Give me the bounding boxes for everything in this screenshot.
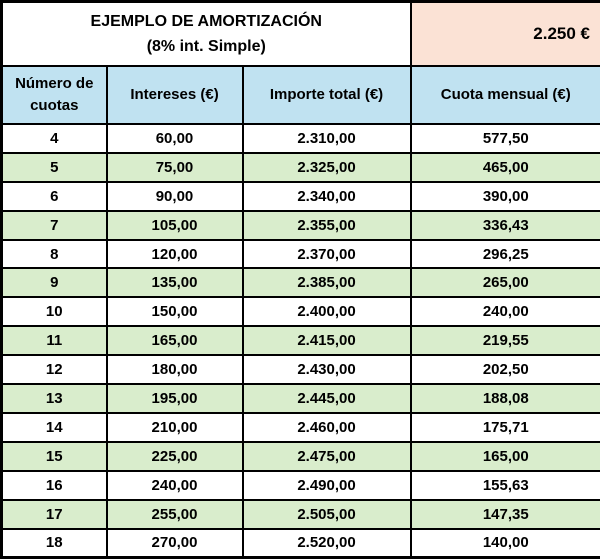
column-header-intereses: Intereses (€) [105,65,244,126]
cuotas-cell: 17 [0,498,108,530]
cuotas-cell: 13 [0,383,108,414]
cuotas-cell: 9 [0,267,108,299]
cuotas-cell: 14 [0,411,108,443]
intereses-cell: 210,00 [105,411,244,443]
table-row: 7 105,00 2.355,00 336,43 [0,209,600,241]
table-row: 6 90,00 2.340,00 390,00 [0,180,600,212]
intereses-cell: 270,00 [105,527,244,559]
cuota-mensual-cell: 336,43 [409,209,600,241]
importe-total-cell: 2.505,00 [241,498,412,530]
cuota-mensual-cell: 175,71 [409,411,600,443]
principal-amount-cell: 2.250 € [409,0,600,68]
cuotas-cell: 6 [0,180,108,212]
intereses-cell: 195,00 [105,383,244,414]
intereses-cell: 255,00 [105,498,244,530]
table-row: 18 270,00 2.520,00 140,00 [0,527,600,559]
importe-total-cell: 2.355,00 [241,209,412,241]
cuota-mensual-cell: 140,00 [409,527,600,559]
cuota-mensual-cell: 240,00 [409,296,600,328]
column-header-numero-de-cuotas: Número de cuotas [0,65,108,126]
table-row: 10 150,00 2.400,00 240,00 [0,296,600,328]
importe-total-cell: 2.400,00 [241,296,412,328]
cuotas-cell: 10 [0,296,108,328]
table-row: 15 225,00 2.475,00 165,00 [0,440,600,472]
column-header-importe-total: Importe total (€) [241,65,412,126]
column-header-row: Número de cuotas Intereses (€) Importe t… [0,65,600,126]
cuota-mensual-cell: 296,25 [409,238,600,270]
table-row: 12 180,00 2.430,00 202,50 [0,354,600,386]
intereses-cell: 120,00 [105,238,244,270]
cuota-mensual-cell: 577,50 [409,123,600,154]
intereses-cell: 225,00 [105,440,244,472]
importe-total-cell: 2.325,00 [241,151,412,183]
table-title: EJEMPLO DE AMORTIZACIÓN [90,12,322,30]
importe-total-cell: 2.430,00 [241,354,412,386]
cuotas-cell: 12 [0,354,108,386]
cuota-mensual-cell: 219,55 [409,325,600,357]
column-header-cuota-mensual: Cuota mensual (€) [409,65,600,126]
cuota-mensual-cell: 147,35 [409,498,600,530]
table-row: 16 240,00 2.490,00 155,63 [0,469,600,501]
table-row: 14 210,00 2.460,00 175,71 [0,411,600,443]
intereses-cell: 180,00 [105,354,244,386]
intereses-cell: 240,00 [105,469,244,501]
table-row: 8 120,00 2.370,00 296,25 [0,238,600,270]
importe-total-cell: 2.520,00 [241,527,412,559]
cuota-mensual-cell: 465,00 [409,151,600,183]
table-row: 17 255,00 2.505,00 147,35 [0,498,600,530]
table-row: 5 75,00 2.325,00 465,00 [0,151,600,183]
table-row: 9 135,00 2.385,00 265,00 [0,267,600,299]
table-row: 11 165,00 2.415,00 219,55 [0,325,600,357]
cuotas-cell: 18 [0,527,108,559]
importe-total-cell: 2.475,00 [241,440,412,472]
importe-total-cell: 2.415,00 [241,325,412,357]
importe-total-cell: 2.340,00 [241,180,412,212]
intereses-cell: 105,00 [105,209,244,241]
cuotas-cell: 16 [0,469,108,501]
cuota-mensual-cell: 390,00 [409,180,600,212]
intereses-cell: 150,00 [105,296,244,328]
cuota-mensual-cell: 188,08 [409,383,600,414]
cuotas-cell: 5 [0,151,108,183]
table-row: 13 195,00 2.445,00 188,08 [0,383,600,414]
importe-total-cell: 2.310,00 [241,123,412,154]
importe-total-cell: 2.385,00 [241,267,412,299]
cuota-mensual-cell: 155,63 [409,469,600,501]
cuotas-cell: 11 [0,325,108,357]
intereses-cell: 75,00 [105,151,244,183]
table-subtitle: (8% int. Simple) [146,38,266,56]
intereses-cell: 165,00 [105,325,244,357]
importe-total-cell: 2.460,00 [241,411,412,443]
cuotas-cell: 15 [0,440,108,472]
title-row: EJEMPLO DE AMORTIZACIÓN (8% int. Simple)… [0,0,600,68]
intereses-cell: 90,00 [105,180,244,212]
table-title-cell: EJEMPLO DE AMORTIZACIÓN (8% int. Simple) [0,0,412,68]
cuota-mensual-cell: 165,00 [409,440,600,472]
cuota-mensual-cell: 265,00 [409,267,600,299]
importe-total-cell: 2.445,00 [241,383,412,414]
intereses-cell: 135,00 [105,267,244,299]
cuotas-cell: 4 [0,123,108,154]
intereses-cell: 60,00 [105,123,244,154]
cuota-mensual-cell: 202,50 [409,354,600,386]
importe-total-cell: 2.370,00 [241,238,412,270]
cuotas-cell: 7 [0,209,108,241]
importe-total-cell: 2.490,00 [241,469,412,501]
table-row: 4 60,00 2.310,00 577,50 [0,123,600,154]
cuotas-cell: 8 [0,238,108,270]
